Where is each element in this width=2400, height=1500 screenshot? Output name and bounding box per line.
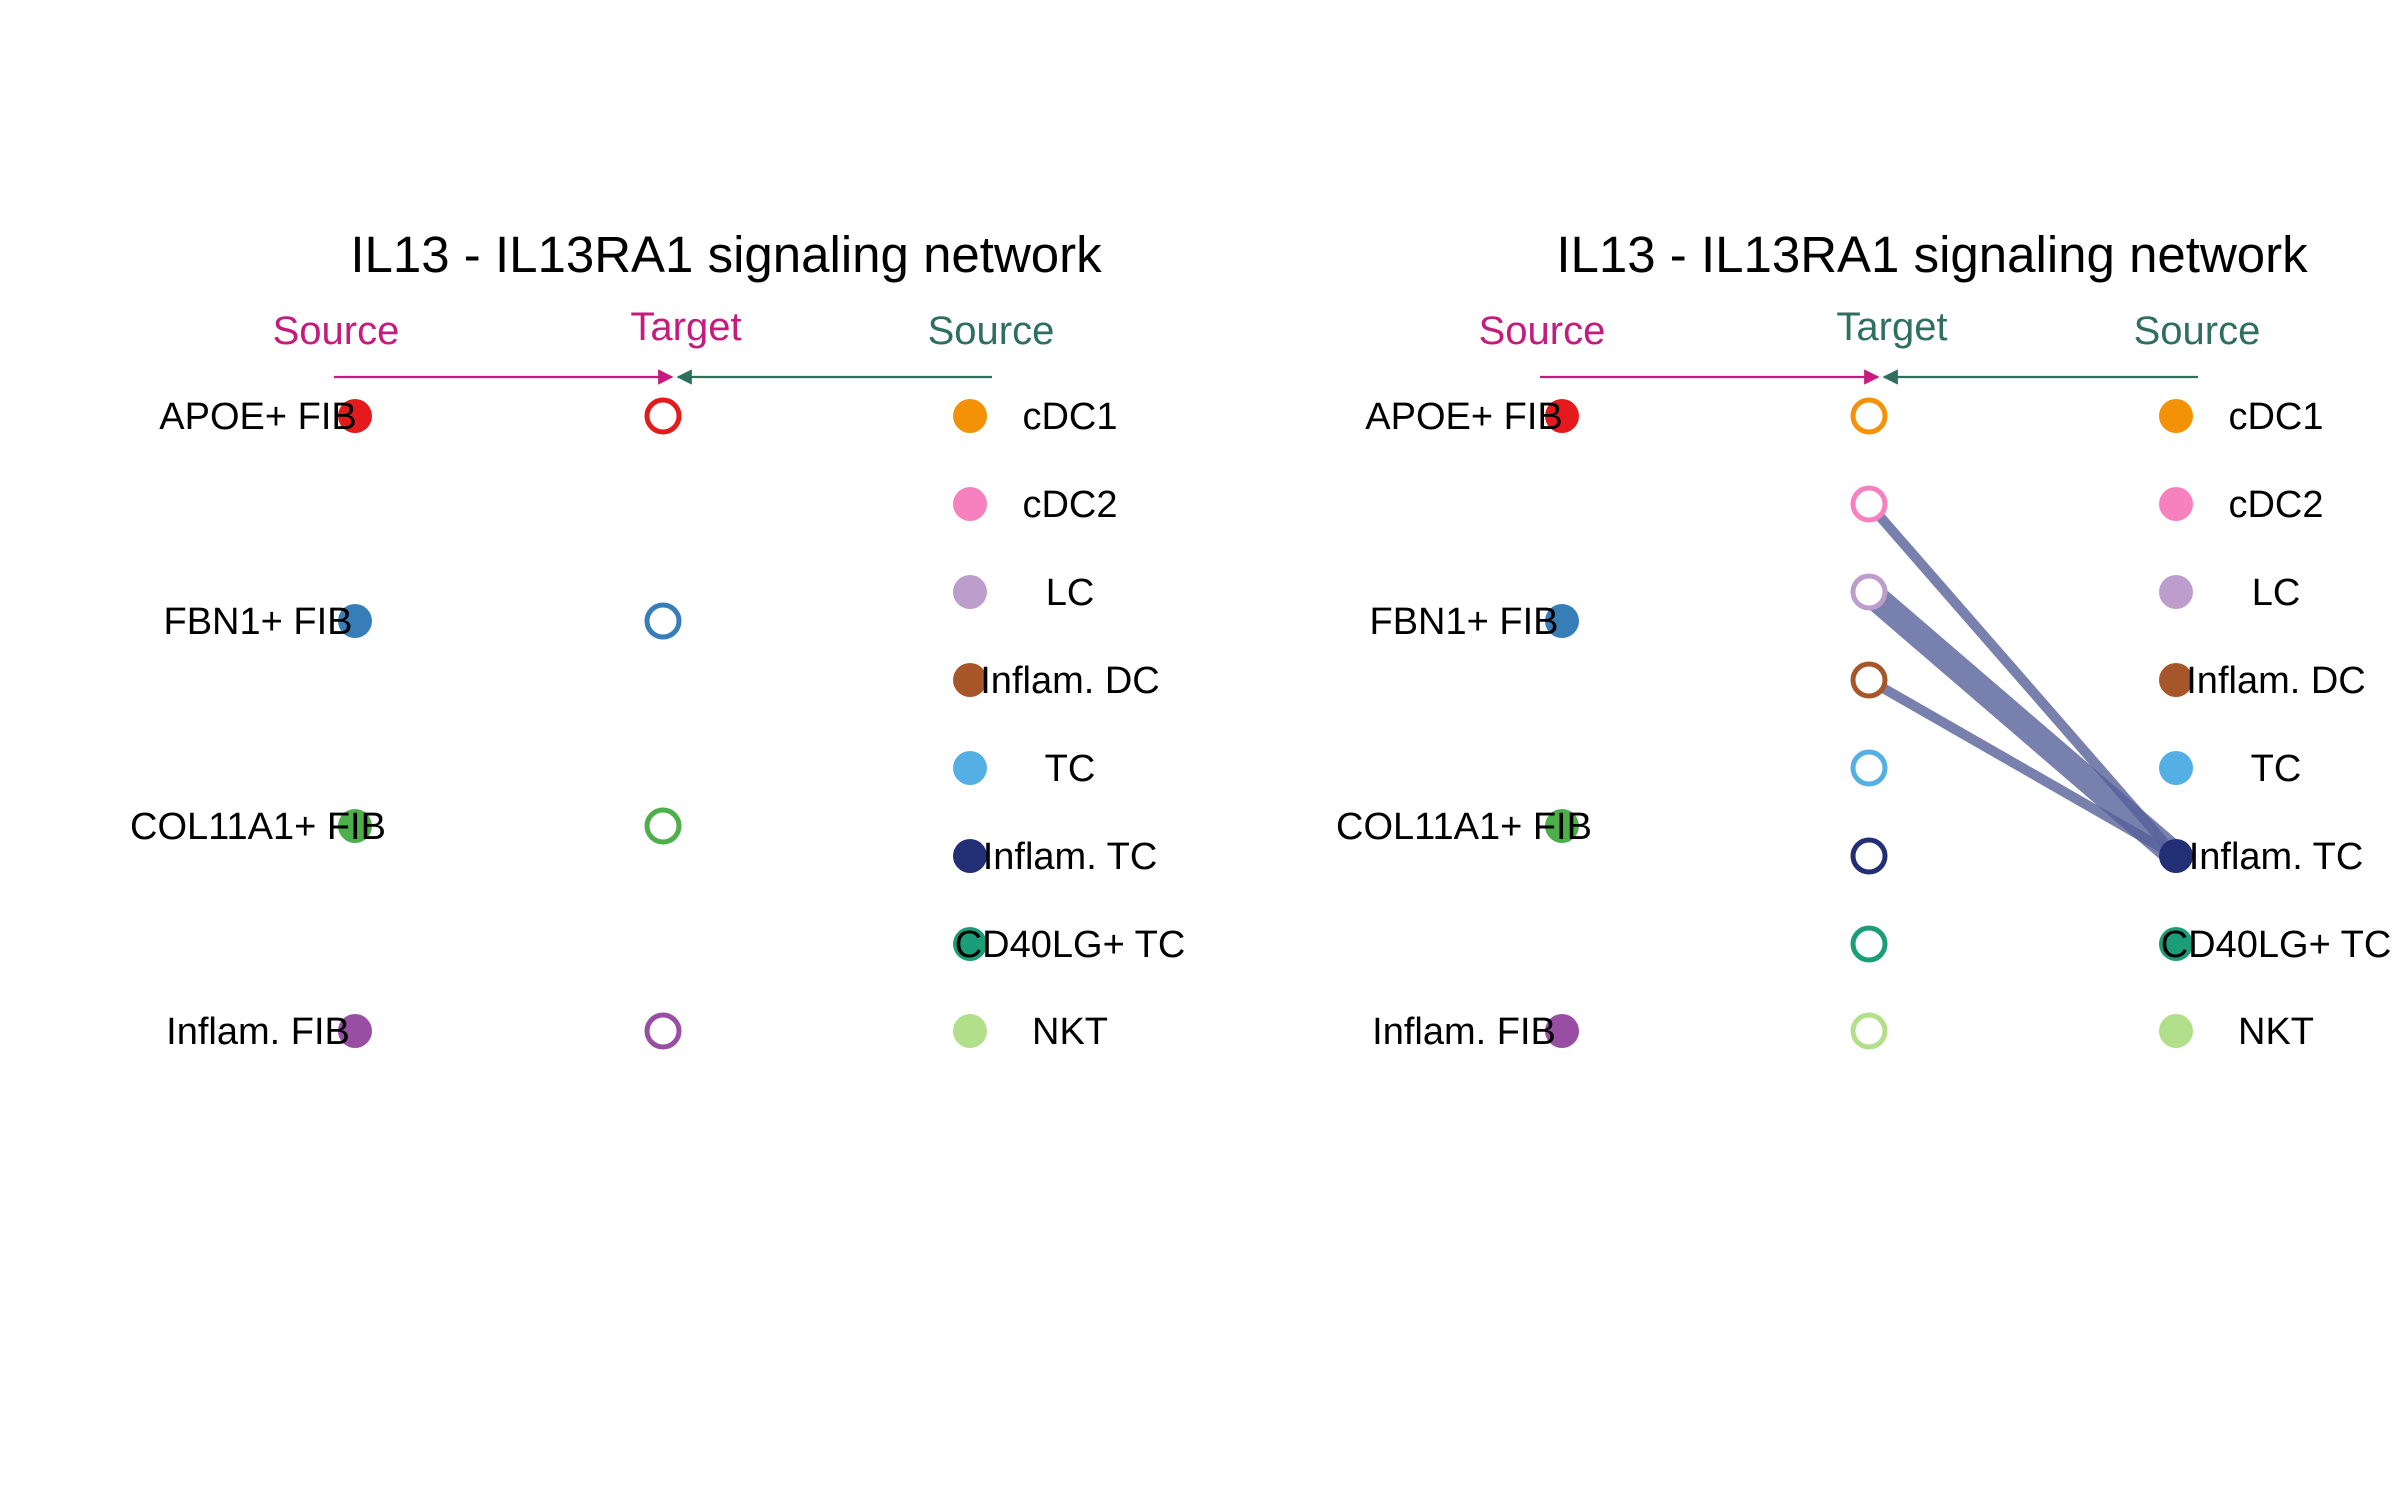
target-header: Target: [630, 305, 741, 349]
source-node-label: cDC1: [2228, 396, 2323, 438]
source-node-cdc2: [953, 487, 987, 521]
source-node-inflam-fib: [338, 1014, 372, 1048]
edge-inflam-tc-to-target-3: [1866, 675, 2179, 861]
source-node-label: cDC2: [2228, 484, 2323, 526]
target-node-5: [1850, 837, 1888, 875]
target-node-0: [1850, 397, 1888, 435]
source-node-fbn1-fib: [1545, 604, 1579, 638]
source-node-label: NKT: [1032, 1011, 1108, 1053]
target-node-3: [644, 1012, 682, 1050]
source-node-inflam-dc: [953, 663, 987, 697]
source-node-fbn1-fib: [338, 604, 372, 638]
edge-inflam-tc-to-target-2: [1860, 582, 2185, 866]
source-node-label: FBN1+ FIB: [164, 601, 353, 643]
left-source-nodes: APOE+ FIB FBN1+ FIB COL11A1+ FIB Inflam. FI…: [1336, 396, 1592, 1053]
source-node-lc: [2159, 575, 2193, 609]
source-node-label: APOE+ FIB: [159, 396, 356, 438]
source-node-label: TC: [2251, 748, 2302, 790]
source-right-header: Source: [2134, 309, 2261, 353]
target-node-7: [1850, 1012, 1888, 1050]
source-node-cd40lg-tc: [2159, 927, 2193, 961]
source-node-lc: [953, 575, 987, 609]
source-node-label: COL11A1+ FIB: [130, 806, 386, 848]
network-panel-2: IL13 - IL13RA1 signaling network Source …: [1336, 226, 2391, 1053]
source-node-label: COL11A1+ FIB: [1336, 806, 1592, 848]
panel-title: IL13 - IL13RA1 signaling network: [350, 226, 1102, 283]
source-node-label: cDC2: [1022, 484, 1117, 526]
source-node-label: APOE+ FIB: [1365, 396, 1562, 438]
source-node-label: Inflam. FIB: [1372, 1011, 1556, 1053]
source-node-cdc1: [953, 399, 987, 433]
source-node-label: Inflam. TC: [2189, 836, 2364, 878]
source-node-inflam-tc: [953, 839, 987, 873]
source-node-apoe-fib: [1545, 399, 1579, 433]
source-node-label: LC: [1046, 572, 1095, 614]
right-source-nodes: cDC1 cDC2 LC Inflam. DC TC Inflam. TC CD40LG+ …: [953, 396, 1185, 1053]
source-node-label: Inflam. DC: [980, 660, 1159, 702]
target-node-3: [1850, 661, 1888, 699]
target-nodes: [644, 397, 682, 1050]
source-node-label: Inflam. FIB: [166, 1011, 350, 1053]
source-node-col11a1-fib: [1545, 809, 1579, 843]
right-source-nodes: cDC1 cDC2 LC Inflam. DC TC Inflam. TC CD40LG+ …: [2159, 396, 2391, 1053]
source-right-header: Source: [928, 309, 1055, 353]
source-node-label: NKT: [2238, 1011, 2314, 1053]
target-node-1: [1850, 485, 1888, 523]
panel-title: IL13 - IL13RA1 signaling network: [1556, 226, 2308, 283]
source-node-label: CD40LG+ TC: [2161, 924, 2392, 966]
target-node-2: [644, 807, 682, 845]
network-panel-1: IL13 - IL13RA1 signaling network Source …: [130, 226, 1185, 1053]
source-node-tc: [953, 751, 987, 785]
source-node-tc: [2159, 751, 2193, 785]
source-node-apoe-fib: [338, 399, 372, 433]
target-nodes: [1850, 397, 1888, 1050]
source-left-header: Source: [1479, 309, 1606, 353]
source-node-cd40lg-tc: [953, 927, 987, 961]
source-node-label: FBN1+ FIB: [1370, 601, 1559, 643]
target-node-2: [1850, 573, 1888, 611]
source-node-cdc2: [2159, 487, 2193, 521]
source-node-nkt: [953, 1014, 987, 1048]
source-node-label: LC: [2252, 572, 2301, 614]
source-node-label: cDC1: [1022, 396, 1117, 438]
source-node-label: TC: [1045, 748, 1096, 790]
source-node-cdc1: [2159, 399, 2193, 433]
source-node-col11a1-fib: [338, 809, 372, 843]
source-node-label: Inflam. TC: [983, 836, 1158, 878]
source-node-label: Inflam. DC: [2186, 660, 2365, 702]
target-node-6: [1850, 925, 1888, 963]
source-left-header: Source: [273, 309, 400, 353]
source-node-label: CD40LG+ TC: [955, 924, 1186, 966]
left-source-nodes: APOE+ FIB FBN1+ FIB COL11A1+ FIB Inflam. FI…: [130, 396, 386, 1053]
source-node-inflam-dc: [2159, 663, 2193, 697]
source-node-nkt: [2159, 1014, 2193, 1048]
target-header: Target: [1836, 305, 1947, 349]
source-node-inflam-fib: [1545, 1014, 1579, 1048]
target-node-4: [1850, 749, 1888, 787]
target-node-1: [644, 602, 682, 640]
target-node-0: [644, 397, 682, 435]
source-node-inflam-tc: [2159, 839, 2193, 873]
edge-layer: [1860, 500, 2185, 866]
